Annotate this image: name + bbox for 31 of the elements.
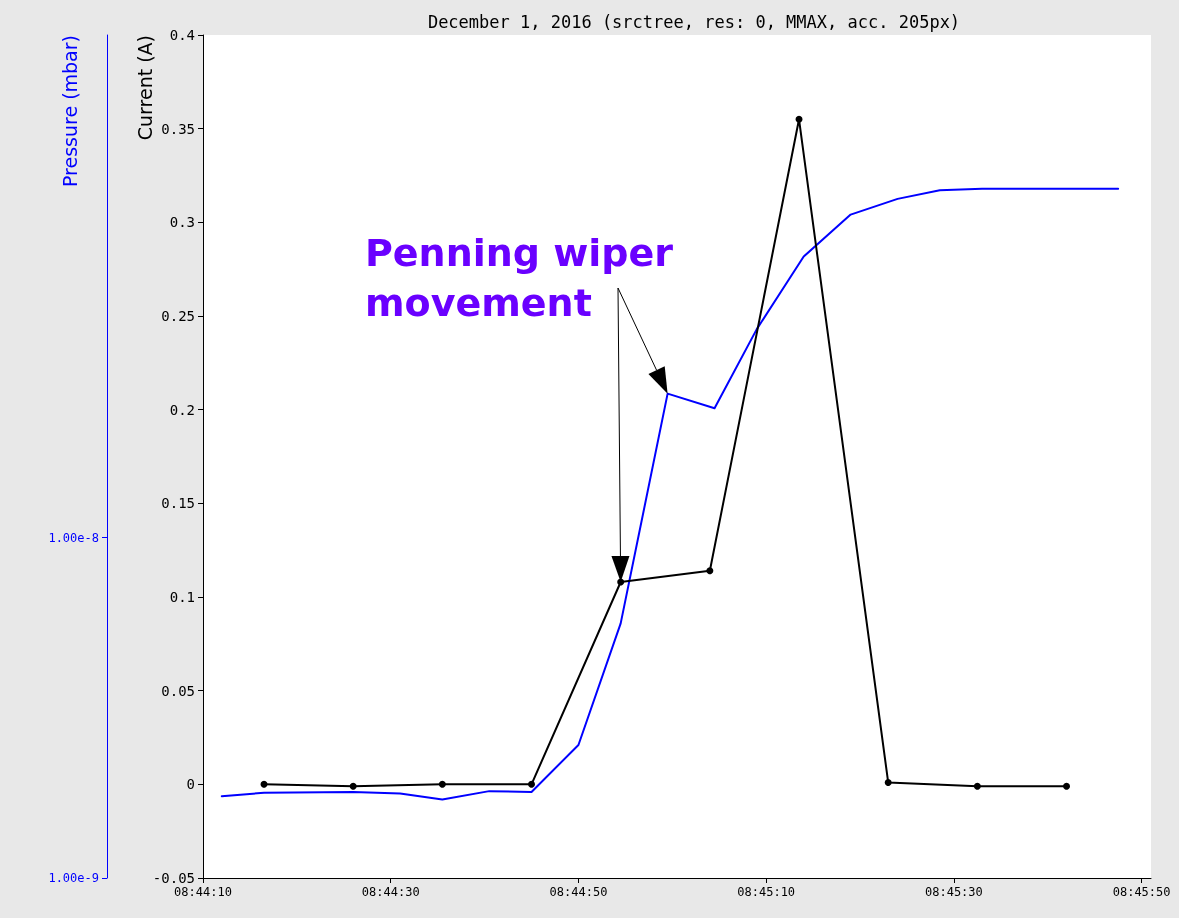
- annotation: Penning wiper movement: [365, 231, 674, 325]
- y-tick-label: 0.25: [161, 308, 195, 324]
- x-tick-label: 08:44:50: [549, 885, 608, 899]
- y-tick-label: 0.1: [169, 589, 195, 605]
- y-axis-title: Current (A): [134, 35, 156, 141]
- y-tick-label: 0.15: [161, 495, 195, 512]
- point: [973, 782, 981, 790]
- x-tick-label: 08:44:10: [174, 885, 232, 899]
- point: [706, 567, 714, 575]
- point: [438, 780, 446, 788]
- point: [884, 778, 892, 786]
- point: [1063, 782, 1071, 790]
- x-tick-label: 08:45:50: [1112, 885, 1171, 899]
- point: [349, 782, 357, 790]
- y2-axis-title: Pressure (mbar): [59, 35, 81, 188]
- y2-tick-label: 1.00e-8: [48, 530, 99, 545]
- x-tick-label: 08:45:30: [924, 885, 983, 899]
- point: [795, 115, 803, 123]
- y-tick-label: 0.35: [161, 120, 195, 137]
- y-tick-label: 0.2: [169, 401, 195, 418]
- y2-tick-label: 1.00e-9: [48, 871, 99, 885]
- y-tick-label: 0: [186, 776, 195, 793]
- y-tick-label: 0.3: [169, 214, 195, 231]
- point: [260, 780, 268, 788]
- y-tick-label: -0.05: [152, 870, 195, 886]
- x-tick-label: 08:45:10: [737, 885, 796, 899]
- y-tick-label: 0.05: [161, 682, 195, 699]
- point: [528, 780, 536, 788]
- chart-title: December 1, 2016 (srctree, res: 0, MMAX, acc. 205px): [427, 11, 961, 32]
- x-tick-label: 08:44:30: [361, 885, 420, 899]
- y-tick-label: 0.4: [169, 27, 195, 43]
